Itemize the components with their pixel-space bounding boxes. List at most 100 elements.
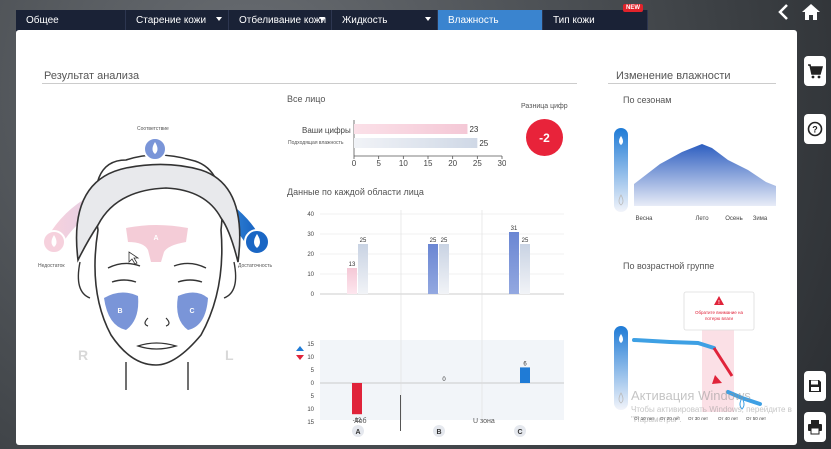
per-area-title: Данные по каждой области лица [287,187,424,197]
diff-value-label: 6 [523,361,527,367]
tab-skin-type[interactable]: Тип кожи NEW [543,4,648,31]
gauge-top-label: Соответствие [137,126,169,132]
gauge-left-label: Недостаток [38,263,65,269]
gauge-right-label: Достаточность [238,263,273,269]
axis-tick-label: 25 [473,159,482,166]
season-label: Весна [636,216,654,222]
lower-tick-label: 5 [311,368,315,374]
tab-label: Общее [26,15,59,26]
upper-tick-label: 20 [307,252,314,258]
print-icon [808,420,822,435]
save-icon [809,380,821,392]
lower-tick-label: 10 [307,407,314,413]
tab-moisture[interactable]: Влажность [438,10,543,31]
tab-label: Старение кожи [136,15,207,26]
chevron-down-icon [425,17,431,21]
difference-label: Разница цифр [521,103,568,110]
tab-label: Влажность [448,15,499,26]
axis-tick-label: 15 [424,159,433,166]
svg-text:?: ? [812,125,818,135]
group-u-zone: U зона [473,418,495,425]
tab-liquid[interactable]: Жидкость [332,10,438,31]
your-bar [347,268,357,294]
warning-line1: Обратите внимание на [695,310,744,315]
age-label: От 40 лет [718,416,738,421]
age-label: От 30 лет [688,416,708,421]
bar-value-label: 23 [469,125,478,134]
print-button[interactable] [804,412,826,442]
tab-bar: Общее Старение кожи Отбеливание кожи Жид… [16,4,648,31]
age-title: По возрастной группе [623,261,715,271]
axis-tick-label: 5 [376,159,381,166]
suitable-bar [439,244,449,294]
group-forehead: Лоб [354,418,367,425]
help-button[interactable]: ? [804,114,826,144]
season-label: Зима [753,216,768,222]
age-label: От 50 лет [746,416,766,421]
season-label: Осень [725,216,742,222]
tab-label: Отбеливание кожи [239,15,327,26]
your-value-label: 31 [511,226,518,232]
bar [354,138,478,148]
side-left-letter: L [225,347,234,363]
new-badge: NEW [623,4,643,12]
whole-face-title: Все лицо [287,94,326,104]
age-label: От 20 лет [660,416,680,421]
zone-marker-label: A [355,429,360,436]
your-value-label: 13 [349,262,356,268]
tab-whitening[interactable]: Отбеливание кожи [229,10,332,31]
face-illustration: A B C [42,137,270,390]
per-area-chart: 40 30 20 10 0 15 10 5 0 5 10 15 13 25 -12 A 25 25 0 B 31 25 6 C [307,210,564,437]
upper-tick-label: 0 [311,292,315,298]
bar-value-label: 25 [479,139,488,148]
zone-b-label: B [117,308,122,315]
warning-line2: потерю влаги [705,316,734,321]
lower-tick-label: 15 [307,420,314,426]
diff-bar [352,383,362,415]
zone-marker [514,425,526,437]
chevron-down-icon [216,17,222,21]
tab-skin-aging[interactable]: Старение кожи [126,10,229,31]
svg-text:!: ! [718,300,720,306]
upper-tick-label: 30 [307,232,314,238]
difference-badge: -2 [526,119,563,156]
up-down-icon [296,346,304,360]
cart-icon [808,64,823,79]
tab-general[interactable]: Общее [16,10,126,31]
windows-watermark-line3: "Параметры". [631,415,682,424]
back-icon[interactable] [777,4,791,25]
save-button[interactable] [804,371,826,401]
moisture-change-title: Изменение влажности [616,70,731,82]
suitable-value-label: 25 [441,238,448,244]
your-bar [428,244,438,294]
diff-value-label: -12 [353,418,362,424]
home-icon[interactable] [801,3,821,26]
axis-tick-label: 30 [498,159,506,166]
axis-tick-label: 20 [448,159,457,166]
zone-marker-label: C [517,429,522,436]
zone-c-label: C [189,308,194,315]
cart-button[interactable] [804,56,826,86]
suitable-bar [520,244,530,294]
chevron-down-icon [319,17,325,21]
your-value-label: Ваши цифры [302,126,351,135]
your-value-label: 25 [430,238,437,244]
diff-bar [520,367,530,383]
axis-tick-label: 10 [399,159,408,166]
lower-tick-label: 5 [311,394,315,400]
diff-value-label: 0 [442,377,446,383]
suitable-value-label: Подходящая влажность [288,140,344,146]
axis-tick-label: 0 [352,159,357,166]
tab-label: Тип кожи [553,15,595,26]
divider [608,83,776,84]
tab-label: Жидкость [342,15,388,26]
season-chart: Весна Лето Осень Зима [614,128,776,222]
lower-tick-label: 15 [307,342,314,348]
your-bar [509,232,519,294]
upper-tick-label: 10 [307,272,314,278]
suitable-bar [358,244,368,294]
lower-tick-label: 10 [307,355,314,361]
bar [354,124,468,134]
group-divider [400,395,401,431]
